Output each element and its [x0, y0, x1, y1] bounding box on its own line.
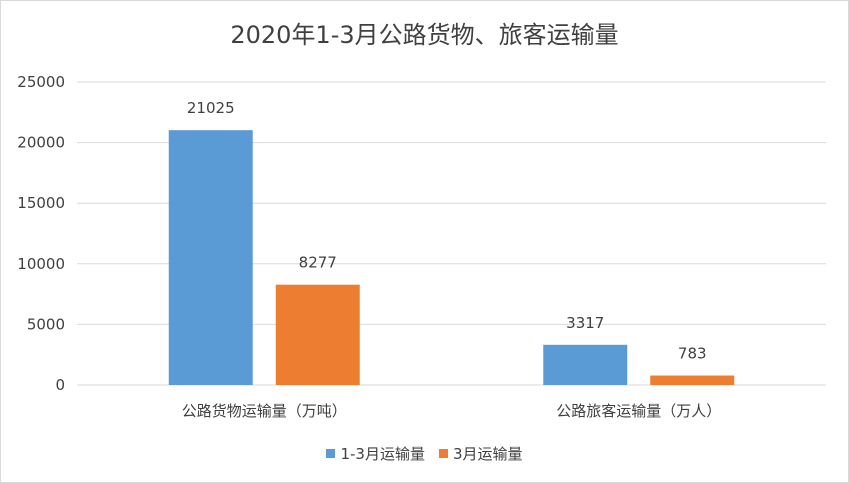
y-tick-label-10000: 10000	[17, 255, 65, 273]
legend-label-series-1: 1-3月运输量	[340, 445, 425, 463]
bar-series-2-category-2[interactable]	[650, 375, 735, 385]
legend-item-series-2[interactable]: 3月运输量	[438, 443, 523, 464]
y-tick-label-25000: 25000	[17, 73, 65, 91]
y-axis-tick-labels: 0 5000 10000 15000 20000 25000	[17, 73, 65, 394]
legend-label-series-2: 3月运输量	[452, 445, 523, 463]
legend-swatch-series-1	[326, 449, 336, 458]
chart-title: 2020年1-3月公路货物、旅客运输量	[230, 21, 619, 49]
y-tick-label-15000: 15000	[17, 194, 65, 212]
bar-series-1-category-1[interactable]	[168, 130, 253, 385]
y-tick-label-20000: 20000	[17, 134, 65, 152]
x-tick-label-1: 公路货物运输量（万吨）	[182, 402, 347, 420]
bar-series-2-category-1[interactable]	[275, 284, 360, 385]
data-label-series-2-category-2: 783	[678, 345, 707, 363]
y-tick-label-5000: 5000	[27, 315, 65, 333]
legend-item-series-1[interactable]: 1-3月运输量	[326, 443, 425, 464]
data-label-series-1-category-2: 3317	[566, 314, 604, 332]
bar-series-1-category-2[interactable]	[543, 344, 628, 385]
data-label-series-1-category-1: 21025	[187, 99, 235, 117]
data-labels: 21025 8277 3317 783	[187, 99, 707, 362]
x-tick-label-2: 公路旅客运输量（万人）	[556, 402, 721, 420]
y-tick-label-0: 0	[55, 376, 65, 394]
legend-swatch-series-2	[438, 449, 448, 458]
legend: 1-3月运输量 3月运输量	[1, 443, 848, 464]
bars	[168, 130, 735, 385]
x-axis-tick-labels: 公路货物运输量（万吨） 公路旅客运输量（万人）	[182, 402, 722, 420]
data-label-series-2-category-1: 8277	[299, 254, 337, 272]
